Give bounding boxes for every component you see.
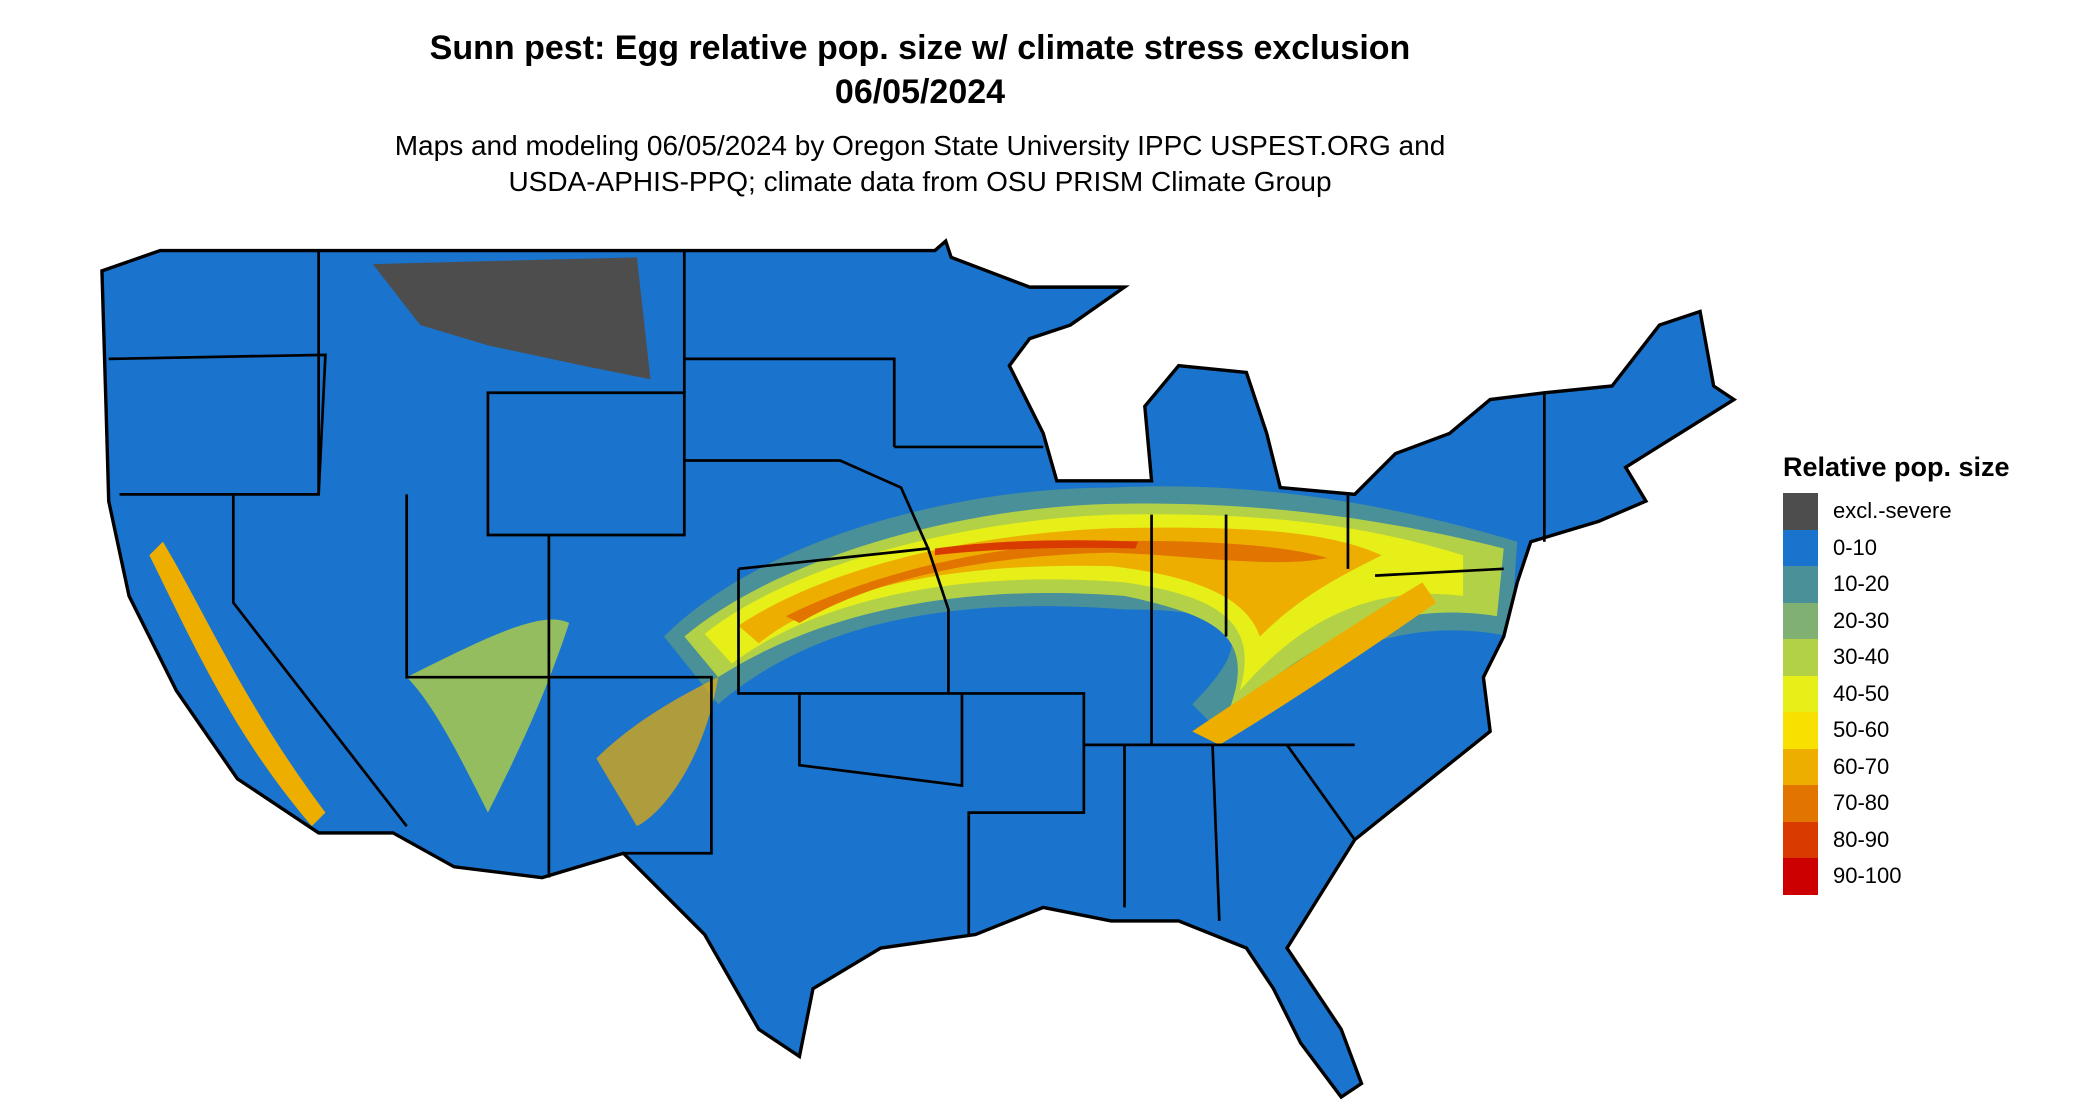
legend: Relative pop. size excl.-severe 0-10 10-20… bbox=[1783, 452, 2010, 895]
legend-label: 30-40 bbox=[1833, 644, 1890, 670]
legend-label: 60-70 bbox=[1833, 753, 1890, 779]
legend-item: 80-90 bbox=[1783, 821, 2010, 858]
legend-item: 70-80 bbox=[1783, 785, 2010, 822]
legend-label: 90-100 bbox=[1833, 863, 1902, 889]
band-70-80 bbox=[785, 540, 1328, 624]
southwest-hotspot bbox=[406, 619, 570, 813]
legend-label: 80-90 bbox=[1833, 826, 1890, 852]
appalachian-hotspot bbox=[1192, 582, 1436, 745]
legend-item: excl.-severe bbox=[1783, 493, 2010, 530]
legend-item: 10-20 bbox=[1783, 566, 2010, 603]
legend-swatch bbox=[1783, 712, 1818, 749]
legend-label: 50-60 bbox=[1833, 717, 1890, 743]
legend-item: 30-40 bbox=[1783, 639, 2010, 676]
legend-item: 50-60 bbox=[1783, 712, 2010, 749]
legend-swatch bbox=[1783, 748, 1818, 785]
map-date: 06/05/2024 bbox=[834, 73, 1006, 111]
excluded-region-montana bbox=[372, 257, 651, 380]
legend-swatch bbox=[1783, 858, 1818, 895]
legend-label: 0-10 bbox=[1833, 534, 1878, 560]
legend-swatch bbox=[1783, 529, 1818, 566]
legend-swatch bbox=[1783, 602, 1818, 639]
california-hotspot bbox=[149, 541, 326, 827]
legend-item: 40-50 bbox=[1783, 675, 2010, 712]
subtitle-line-1: Maps and modeling 06/05/2024 by Oregon S… bbox=[394, 130, 1446, 161]
legend-label: excl.-severe bbox=[1833, 498, 1952, 524]
legend-label: 70-80 bbox=[1833, 790, 1890, 816]
legend-item: 0-10 bbox=[1783, 529, 2010, 566]
legend-swatch bbox=[1783, 675, 1818, 712]
legend-swatch bbox=[1783, 493, 1818, 530]
legend-swatch bbox=[1783, 639, 1818, 676]
legend-title: Relative pop. size bbox=[1783, 452, 2010, 482]
legend-label: 20-30 bbox=[1833, 607, 1890, 633]
new-mexico-hotspot bbox=[596, 677, 719, 827]
legend-swatch bbox=[1783, 821, 1818, 858]
subtitle-line-2: USDA-APHIS-PPQ; climate data from OSU PR… bbox=[508, 166, 1332, 197]
legend-swatch bbox=[1783, 785, 1818, 822]
legend-label: 10-20 bbox=[1833, 571, 1890, 597]
legend-item: 20-30 bbox=[1783, 602, 2010, 639]
state-boundaries bbox=[108, 250, 1546, 935]
legend-label: 40-50 bbox=[1833, 680, 1890, 706]
legend-item: 60-70 bbox=[1783, 748, 2010, 785]
map-title: Sunn pest: Egg relative pop. size w/ cli… bbox=[429, 29, 1411, 67]
legend-swatch bbox=[1783, 566, 1818, 603]
band-80-90 bbox=[934, 540, 1139, 556]
legend-item: 90-100 bbox=[1783, 858, 2010, 895]
